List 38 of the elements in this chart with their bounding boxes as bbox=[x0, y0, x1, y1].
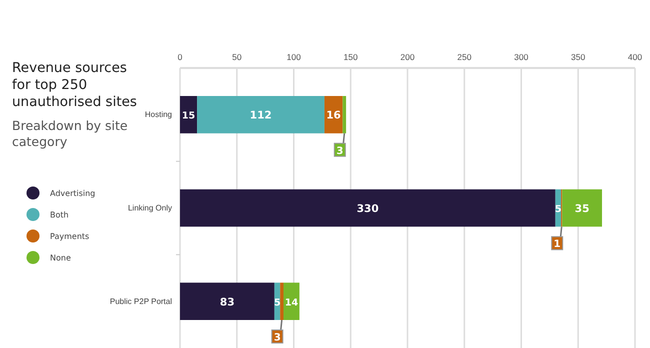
text: Breakdown by site category bbox=[12, 118, 128, 149]
bar bbox=[180, 282, 274, 320]
data-label: 35 bbox=[574, 203, 590, 215]
data-label: 15 bbox=[182, 110, 196, 122]
bar bbox=[197, 96, 324, 134]
x-tick-label: 0 bbox=[178, 52, 183, 62]
data-label: 83 bbox=[220, 296, 235, 308]
data-label: 3 bbox=[274, 332, 281, 344]
data-label: 14 bbox=[284, 297, 298, 308]
x-tick-label: 250 bbox=[457, 52, 472, 62]
bar bbox=[180, 189, 556, 227]
legend-label: Advertising bbox=[50, 189, 96, 198]
data-label: 330 bbox=[356, 203, 379, 215]
y-tick-label: Hosting bbox=[144, 110, 172, 120]
data-label: 3 bbox=[336, 146, 344, 157]
bar bbox=[180, 96, 198, 134]
y-tick-label: Linking Only bbox=[128, 204, 172, 213]
data-label: 5 bbox=[554, 204, 562, 215]
data-label: 16 bbox=[326, 110, 341, 122]
y-tick-label: Public P2P Portal bbox=[110, 296, 172, 306]
x-tick-label: 100 bbox=[286, 52, 302, 62]
x-tick-label: 400 bbox=[628, 52, 642, 62]
bar bbox=[280, 282, 284, 320]
x-tick-label: 200 bbox=[400, 52, 415, 62]
data-label: 1 bbox=[554, 239, 561, 250]
legend-label: Payments bbox=[50, 232, 90, 241]
x-tick-label: 350 bbox=[571, 52, 586, 62]
x-tick-label: 300 bbox=[514, 52, 529, 62]
x-tick-label: 150 bbox=[344, 52, 358, 62]
data-label: 112 bbox=[250, 110, 272, 122]
legend-label: Both bbox=[50, 210, 69, 220]
legend-label: None bbox=[50, 254, 71, 262]
bar bbox=[284, 282, 300, 320]
x-tick-label: 50 bbox=[232, 52, 242, 62]
data-label: 5 bbox=[274, 297, 281, 308]
bar bbox=[562, 189, 602, 227]
bar bbox=[342, 96, 346, 134]
text: Revenue sources for top 250 unauthorised sites bbox=[12, 60, 137, 110]
